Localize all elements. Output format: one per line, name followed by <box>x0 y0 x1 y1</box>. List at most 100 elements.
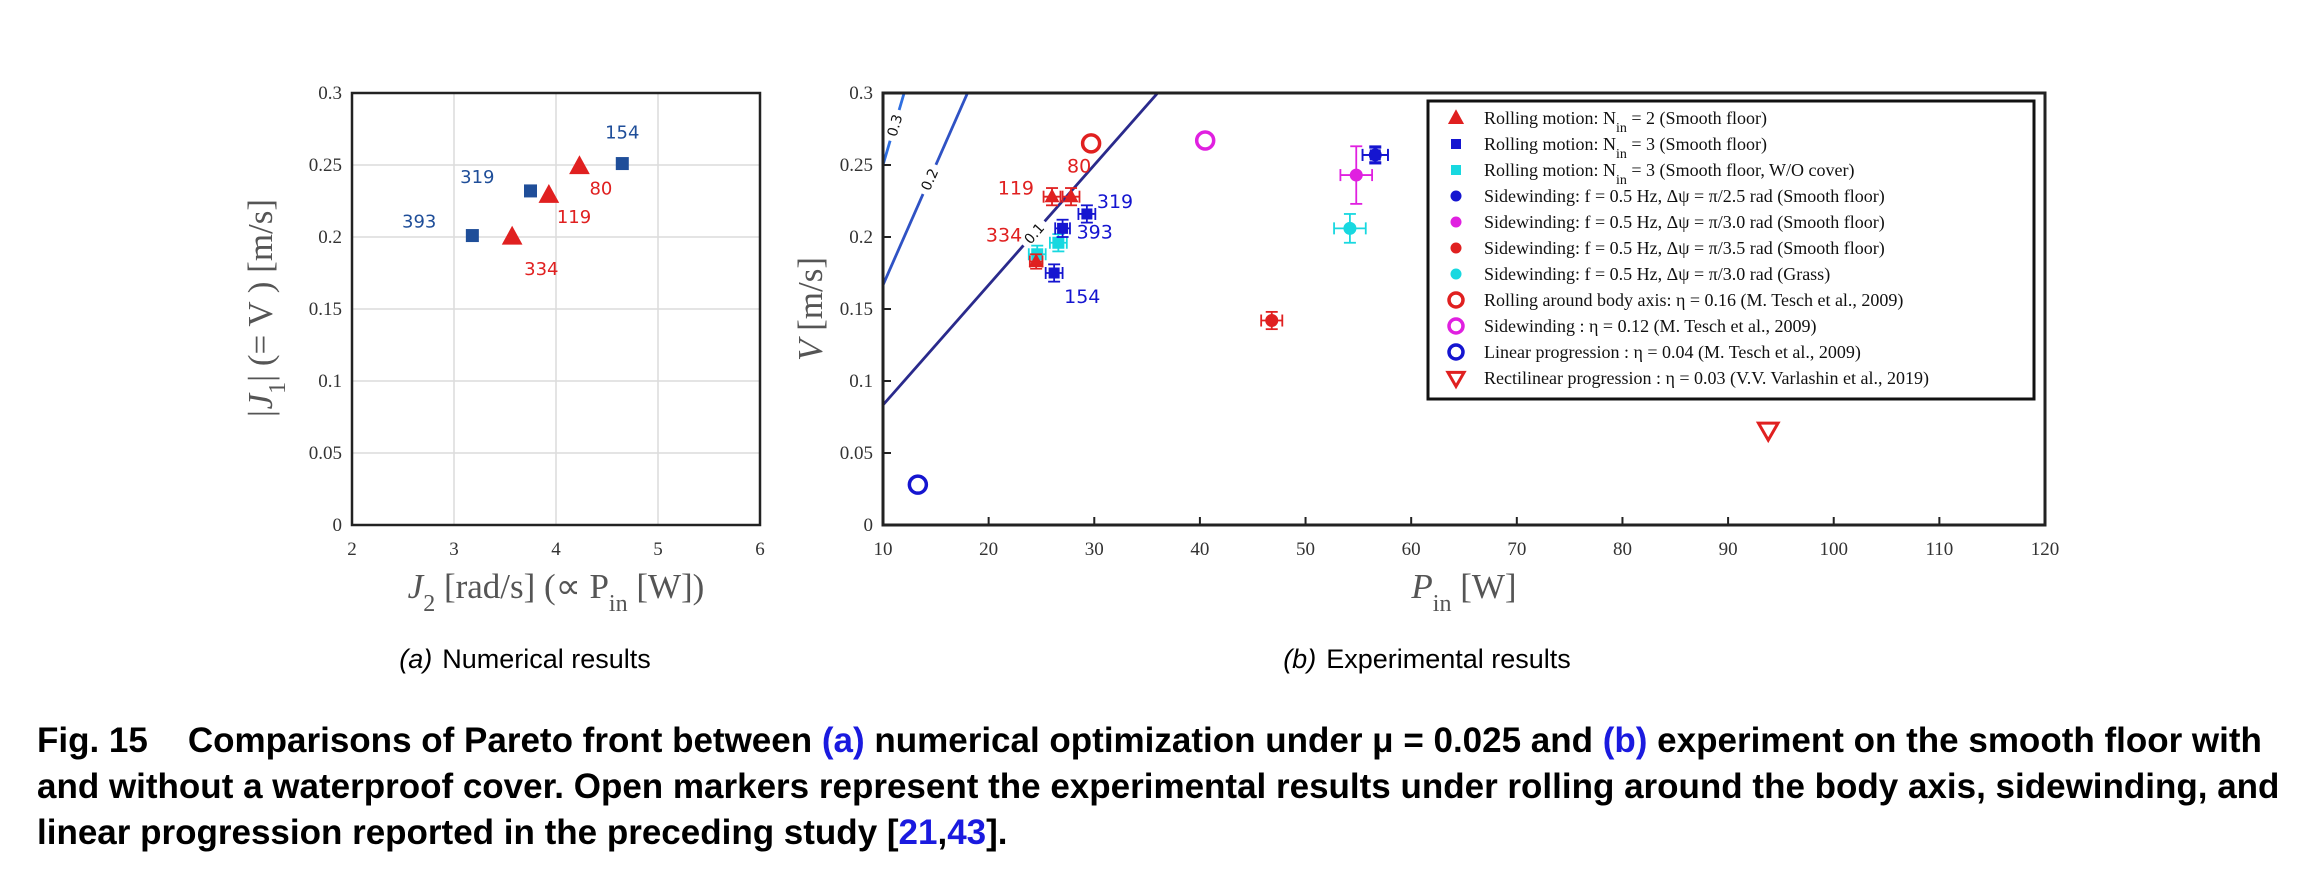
legend-entry-text: = 2 (Smooth floor) <box>1627 108 1767 129</box>
x-axis-title-part: [rad/s] (∝ P <box>435 567 609 606</box>
preceding-study-point <box>907 474 929 495</box>
legend-entry-text: Rolling around body axis: η = 0.16 (M. T… <box>1484 290 1903 311</box>
x-axis-title-part: [W]) <box>628 567 705 606</box>
data-label: 334 <box>986 224 1022 246</box>
preceding-study-point <box>1755 421 1781 444</box>
y-tick-label: 0.15 <box>309 299 342 320</box>
sidewinding-point <box>1265 314 1279 328</box>
y-tick-label: 0.15 <box>840 299 873 320</box>
iso-label-bg <box>862 0 885 1</box>
caption-ref-a[interactable]: (a) <box>821 721 865 760</box>
data-label: 119 <box>557 207 591 228</box>
rolling-n3-point <box>1369 149 1381 161</box>
rolling-n2-point <box>1044 188 1060 203</box>
plot-frame <box>881 91 2047 527</box>
x-axis-title-part: J <box>408 567 425 606</box>
caption-text-1: Comparisons of Pareto front between <box>187 721 822 760</box>
y-tick-label: 0.2 <box>849 227 873 248</box>
iso-label-bg <box>883 107 907 144</box>
x-tick-label: 2 <box>347 539 357 560</box>
data-label: 119 <box>998 178 1034 200</box>
legend-marker <box>1450 190 1462 202</box>
data-label: 393 <box>1077 221 1113 243</box>
caption-end: ]. <box>986 813 1008 852</box>
caption-figure-number: Fig. 15 <box>37 721 148 760</box>
y-tick-label: 0.25 <box>309 155 342 176</box>
y-tick-label: 0 <box>864 515 874 536</box>
legend-marker <box>1447 317 1465 335</box>
caption-ref-b[interactable]: (b) <box>1602 721 1648 760</box>
y-axis-title: V [m/s] <box>791 257 830 361</box>
legend-entry-label: Rolling motion: Nin = 3 (Smooth floor, W… <box>1484 160 1854 188</box>
y-axis-title: |J1| (= V ) [m/s] <box>241 199 291 419</box>
y-axis-title-part: 1 <box>265 382 291 394</box>
legend-marker <box>1447 109 1465 124</box>
x-tick-label: 30 <box>1085 539 1104 560</box>
legend-box <box>1426 99 2036 401</box>
legend-entry-label: Linear progression : η = 0.04 (M. Tesch … <box>1484 342 1861 363</box>
plot-frame <box>350 91 762 527</box>
legend-entry-text: Rectilinear progression : η = 0.03 (V.V.… <box>1484 368 1929 389</box>
data-label: 154 <box>1064 286 1100 308</box>
legend: Rolling motion: Nin = 2 (Smooth floor)Ro… <box>1426 99 2036 401</box>
y-tick-label: 0.05 <box>840 443 873 464</box>
caption-ref-43[interactable]: 43 <box>947 813 987 852</box>
rolling-n3-point <box>1057 222 1069 234</box>
sidewinding-point <box>1343 221 1357 235</box>
iso-label: 0.4 <box>870 49 890 74</box>
legend-entry-label: Sidewinding: f = 0.5 Hz, Δψ = π/3.0 rad … <box>1484 212 1885 233</box>
legend-entry-text: Rolling motion: N <box>1484 160 1616 180</box>
x-tick-label: 6 <box>755 539 765 560</box>
y-axis-title-part: V <box>791 336 830 361</box>
data-point-119 <box>538 183 560 203</box>
y-axis-title-part: [m/s] <box>791 257 830 340</box>
y-axis-title-part: | (= V ) [m/s] <box>241 199 280 382</box>
legend-entry-text: Linear progression : η = 0.04 (M. Tesch … <box>1484 342 1861 363</box>
caption-text-3: experiment on the smooth floor with and … <box>37 721 2280 852</box>
x-axis-title-part: in <box>1433 591 1452 617</box>
x-tick-label: 10 <box>874 539 893 560</box>
x-axis-title-part: 2 <box>423 591 435 617</box>
iso-label-bg <box>866 44 890 79</box>
legend-entry-text: Sidewinding: f = 0.5 Hz, Δψ = π/2.5 rad … <box>1484 186 1885 207</box>
data-point-154 <box>615 157 629 171</box>
preceding-study-point <box>1194 130 1216 151</box>
legend-entry-text: Sidewinding : η = 0.12 (M. Tesch et al.,… <box>1484 316 1816 337</box>
caption-text-2: numerical optimization under μ = 0.025 a… <box>864 721 1603 760</box>
x-tick-label: 4 <box>551 539 561 560</box>
data-point-393 <box>465 229 479 243</box>
legend-entry-sub: in <box>1616 147 1627 162</box>
legend-marker <box>1445 370 1467 390</box>
preceding-study-point <box>1080 133 1102 154</box>
y-tick-label: 0.2 <box>318 227 342 248</box>
y-tick-label: 0.1 <box>318 371 342 392</box>
rolling-n3-wo-cover-point <box>1052 236 1065 249</box>
y-tick-label: 0.05 <box>309 443 342 464</box>
x-tick-label: 120 <box>2031 539 2060 560</box>
iso-label: 0.3 <box>885 113 907 139</box>
x-tick-label: 20 <box>979 539 998 560</box>
legend-entry-label: Rectilinear progression : η = 0.03 (V.V.… <box>1484 368 1929 389</box>
legend-entry-text: Rolling motion: N <box>1484 134 1616 154</box>
legend-entry-text: = 3 (Smooth floor) <box>1627 134 1767 155</box>
caption-ref-21[interactable]: 21 <box>898 813 938 852</box>
legend-entry-label: Rolling motion: Nin = 2 (Smooth floor) <box>1484 108 1767 136</box>
subcaption-a: (a) Numerical results <box>399 644 651 674</box>
x-tick-label: 5 <box>653 539 663 560</box>
data-point-80 <box>569 155 590 175</box>
x-tick-label: 80 <box>1613 539 1632 560</box>
legend-marker <box>1450 216 1462 228</box>
iso-line-0.4 <box>883 0 894 45</box>
legend-entry-text: Rolling motion: N <box>1484 108 1616 128</box>
rolling-n2-point <box>1028 253 1044 268</box>
y-tick-label: 0 <box>333 515 343 536</box>
legend-entry-label: Sidewinding: f = 0.5 Hz, Δψ = π/3.0 rad … <box>1484 264 1830 285</box>
sidewinding-point <box>1349 168 1363 182</box>
data-point-319 <box>524 184 537 198</box>
data-point-334 <box>501 225 523 245</box>
x-tick-label: 90 <box>1719 539 1738 560</box>
x-tick-label: 50 <box>1296 539 1315 560</box>
data-label: 319 <box>1097 191 1133 213</box>
x-axis-title: J2 [rad/s] (∝ Pin [W]) <box>408 567 705 617</box>
